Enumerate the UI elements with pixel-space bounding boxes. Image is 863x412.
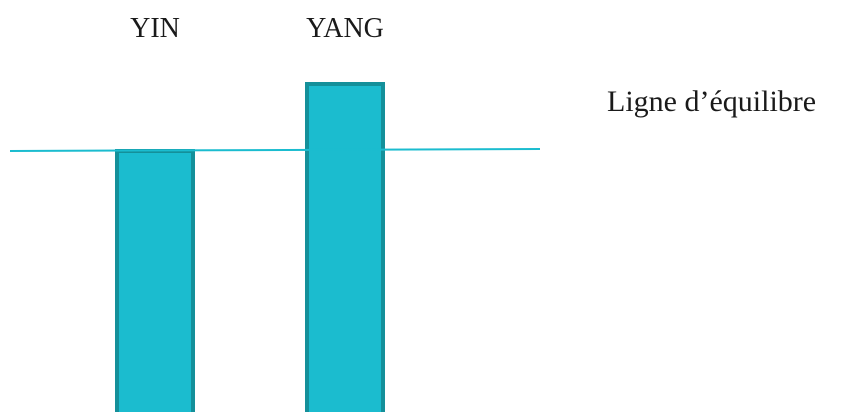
bar-yang <box>305 82 385 412</box>
equilibrium-line <box>9 148 541 152</box>
bar-yin <box>115 149 195 412</box>
category-label-yang: YANG <box>306 13 384 44</box>
category-labels: YIN YANG <box>130 13 384 44</box>
category-label-yin: YIN <box>130 13 180 44</box>
bars-group <box>115 82 385 412</box>
equilibrium-line-label: Ligne d’équilibre <box>607 85 816 118</box>
